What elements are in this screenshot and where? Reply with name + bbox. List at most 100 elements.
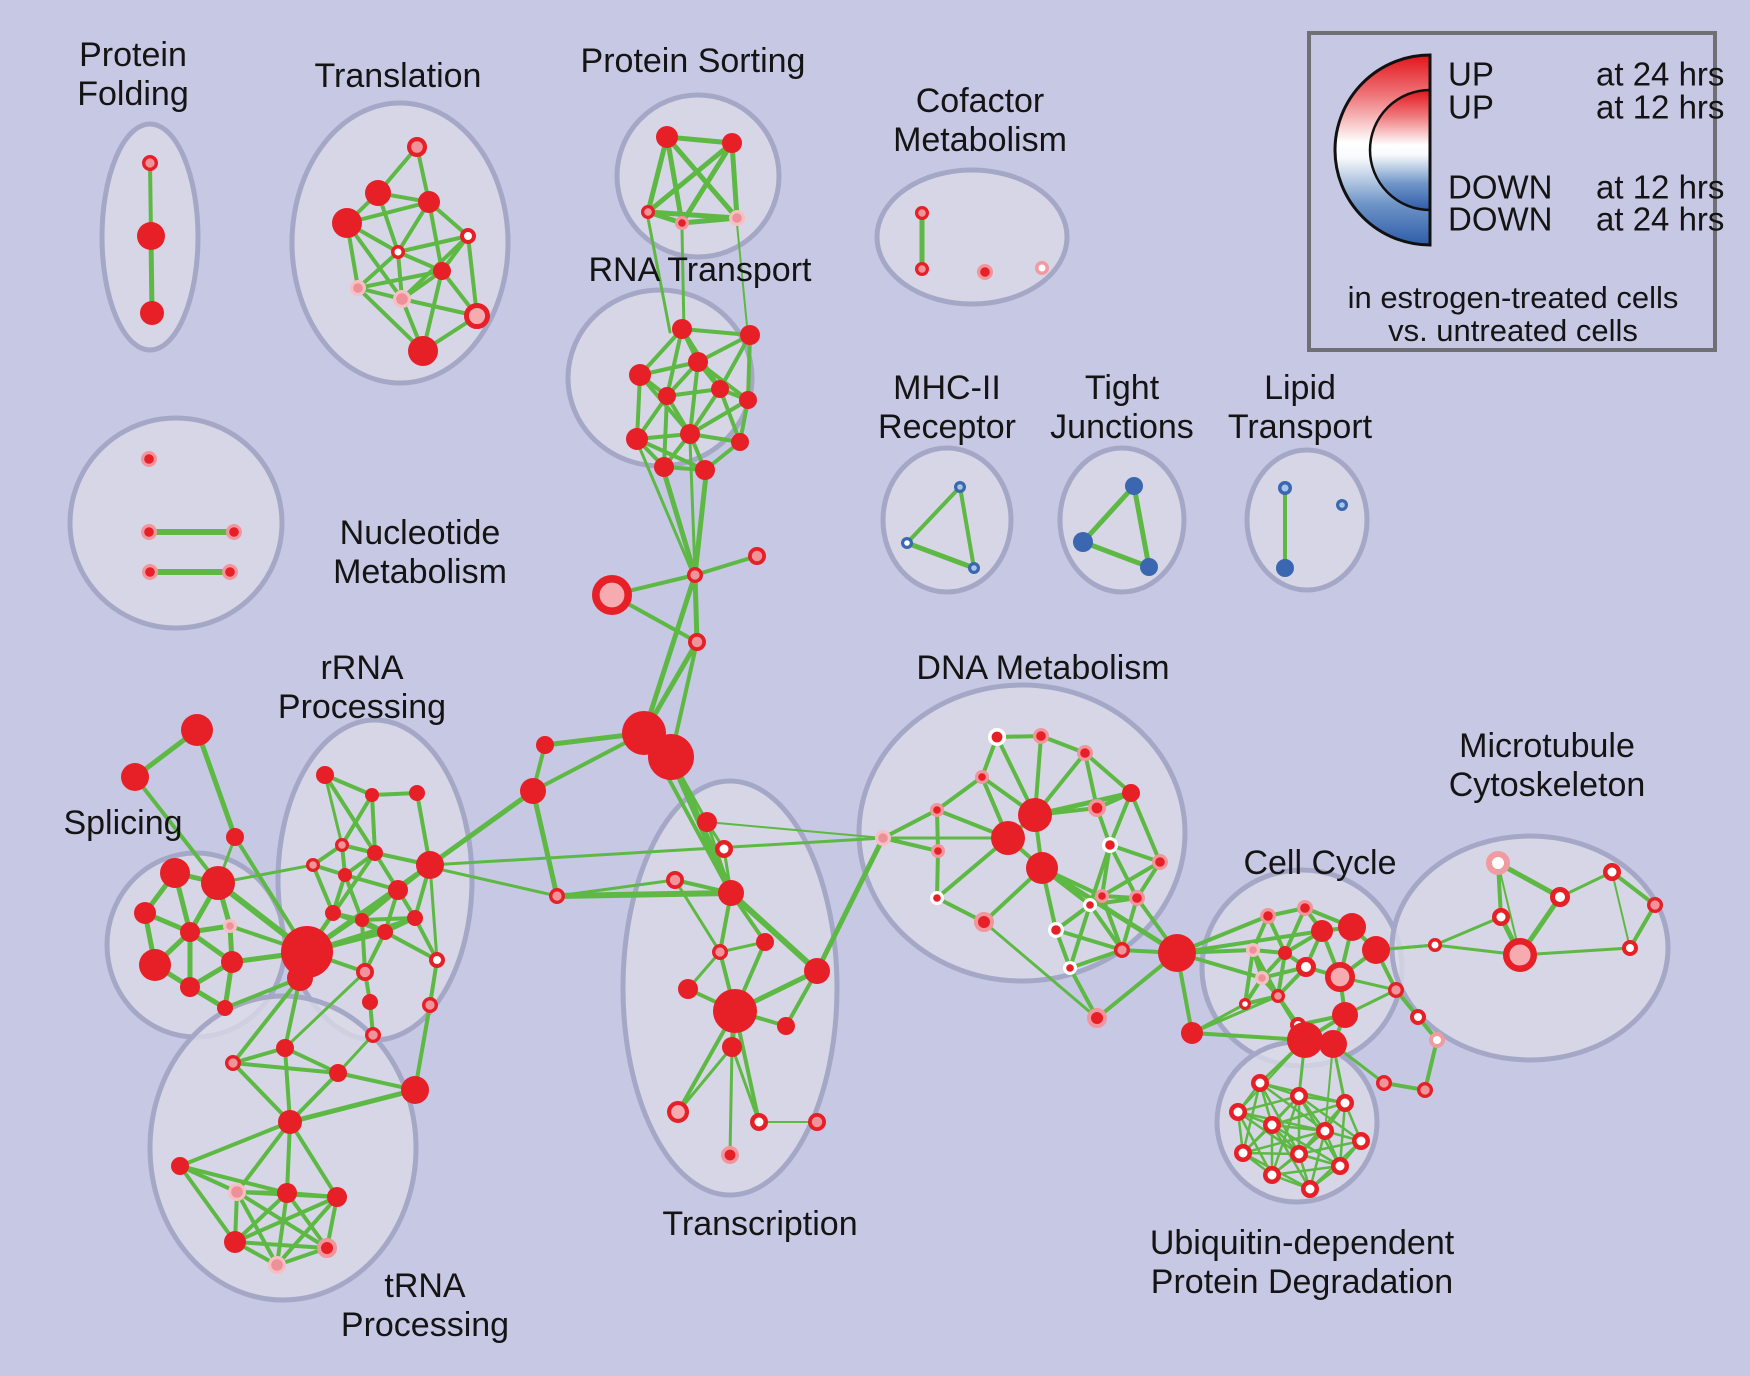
network-node	[974, 769, 989, 784]
cluster-label-ubiquitin-degradation: Ubiquitin-dependent	[1150, 1224, 1455, 1262]
cluster-label-mhc-ii-receptor: MHC-II	[893, 369, 1001, 407]
network-node	[722, 133, 742, 153]
network-node	[756, 933, 774, 951]
network-edge	[530, 788, 560, 899]
network-node	[536, 736, 554, 754]
network-node	[228, 1182, 247, 1201]
network-node	[141, 451, 158, 468]
network-node	[140, 301, 164, 325]
network-node	[1362, 936, 1390, 964]
network-node	[281, 926, 333, 978]
cluster-label-microtubule-cytoskeleton: Cytoskeleton	[1449, 766, 1646, 804]
legend-entry-label: UP	[1448, 56, 1494, 93]
cluster-label-splicing: Splicing	[63, 804, 182, 842]
network-node	[276, 1039, 294, 1057]
network-node	[715, 840, 733, 858]
network-node	[1122, 784, 1140, 802]
network-edge	[814, 835, 886, 974]
network-edge	[688, 398, 750, 436]
network-node	[1278, 946, 1292, 960]
network-node	[1603, 863, 1621, 881]
network-node	[1428, 938, 1442, 952]
network-node	[1094, 888, 1109, 903]
network-node	[914, 262, 929, 277]
network-node	[1331, 1157, 1349, 1175]
network-node	[365, 788, 379, 802]
network-edge	[1243, 948, 1255, 1006]
network-node	[674, 216, 689, 231]
network-edge	[1100, 860, 1162, 898]
network-edge	[311, 863, 335, 915]
network-node	[316, 766, 334, 784]
network-node	[648, 734, 694, 780]
network-edge	[1129, 791, 1162, 864]
network-edge	[133, 775, 220, 885]
network-node	[407, 137, 428, 158]
network-edge	[1190, 1031, 1307, 1042]
network-edge	[323, 773, 344, 847]
cluster-label-tight-junctions: Junctions	[1050, 408, 1194, 446]
cluster-label-cell-cycle: Cell Cycle	[1243, 844, 1396, 882]
network-node	[1270, 988, 1285, 1003]
cluster-ellipse-trna-processing	[147, 993, 419, 1303]
network-edge	[679, 215, 740, 226]
network-edge	[1190, 994, 1280, 1035]
network-edge	[1108, 843, 1162, 864]
cluster-ellipse-lipid-transport	[1244, 447, 1370, 593]
network-edge	[396, 234, 470, 254]
network-edge	[1270, 1094, 1301, 1177]
cluster-label-protein-sorting: Protein Sorting	[581, 42, 806, 80]
network-node	[666, 871, 685, 890]
network-edge	[466, 234, 479, 318]
network-node	[335, 837, 350, 852]
network-edge	[233, 1240, 329, 1250]
network-node	[1128, 889, 1145, 906]
network-node	[777, 1017, 795, 1035]
cluster-label-rrna-processing: Processing	[278, 688, 446, 726]
network-edge	[428, 836, 885, 867]
network-edge	[235, 1190, 279, 1267]
network-node	[667, 1100, 690, 1123]
network-edge	[288, 1120, 339, 1199]
legend-entry-time: at 24 hrs	[1596, 56, 1724, 93]
network-edge	[645, 140, 735, 215]
network-node	[914, 206, 929, 221]
network-edge	[664, 134, 740, 221]
network-edge	[554, 890, 734, 899]
cluster-label-tight-junctions: Tight	[1085, 369, 1160, 407]
network-node	[367, 845, 383, 861]
network-edge	[728, 1045, 734, 1157]
network-edge	[730, 1045, 761, 1124]
network-node	[201, 866, 235, 900]
network-node	[1263, 1166, 1281, 1184]
network-edge	[881, 808, 939, 840]
cluster-label-trna-processing: Processing	[341, 1306, 509, 1344]
network-edge	[1324, 1043, 1334, 1132]
network-node	[1287, 1022, 1323, 1058]
network-node	[407, 910, 423, 926]
network-node	[1101, 836, 1118, 853]
network-node	[1032, 727, 1049, 744]
network-node	[1114, 941, 1131, 958]
network-node	[338, 868, 352, 882]
network-node	[1251, 1074, 1269, 1092]
network-node	[1324, 961, 1355, 992]
network-node	[740, 325, 760, 345]
network-node	[223, 918, 238, 933]
network-edge	[636, 442, 695, 576]
network-node	[974, 912, 994, 932]
network-node	[548, 887, 565, 904]
network-node	[1647, 896, 1664, 913]
network-edge	[287, 1087, 418, 1125]
network-node	[306, 857, 321, 872]
network-node	[1259, 907, 1276, 924]
network-node	[141, 154, 158, 171]
network-edge	[231, 1046, 287, 1065]
cluster-label-protein-folding: Protein	[79, 36, 187, 74]
network-node	[656, 126, 678, 148]
network-node	[874, 829, 891, 846]
network-edge	[935, 849, 940, 900]
legend-glyph-inner-left	[1368, 88, 1432, 212]
network-edge	[706, 821, 884, 839]
network-node	[748, 547, 767, 566]
